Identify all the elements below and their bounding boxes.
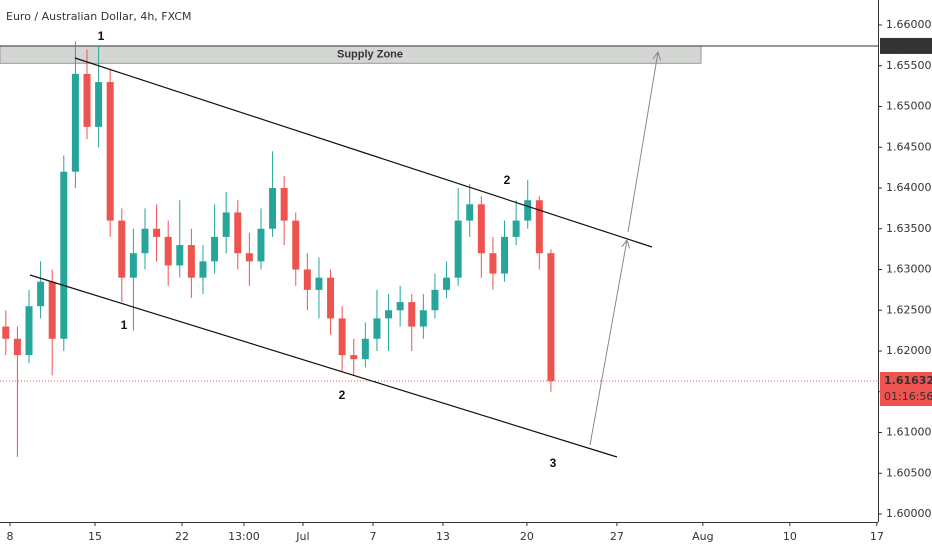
arrow	[589, 240, 627, 446]
candle-body	[2, 326, 10, 339]
candle-body	[419, 310, 427, 327]
candle-body	[106, 82, 114, 221]
annotation: 1	[98, 29, 105, 43]
candle-body	[25, 306, 33, 356]
candle-body	[396, 302, 404, 311]
candle-body	[524, 200, 532, 221]
candle-body	[60, 171, 68, 339]
candle-body	[48, 281, 56, 339]
candle-body	[269, 188, 277, 229]
x-tick-label: 20	[520, 530, 534, 543]
candle-body	[234, 212, 242, 254]
x-tick-label: 13	[436, 530, 450, 543]
x-tick-label: Jul	[295, 530, 309, 543]
x-tick-label: 8	[6, 530, 13, 543]
candle-body	[187, 245, 195, 278]
upper-trendline	[74, 57, 653, 248]
countdown: 01:16:56	[884, 390, 932, 403]
candle-body	[466, 204, 474, 221]
y-tick-label: 1.66000	[886, 18, 932, 31]
y-tick-label: 1.64000	[886, 181, 932, 194]
y-tick-label: 1.65000	[886, 100, 932, 113]
candle-body	[501, 236, 509, 274]
x-tick-label: 10	[783, 530, 797, 543]
candle-body	[315, 277, 323, 290]
x-tick-label: 17	[870, 530, 884, 543]
candle-body	[83, 73, 91, 127]
candle-body	[338, 318, 346, 356]
y-tick-label: 1.65500	[886, 59, 932, 72]
candle-body	[489, 253, 497, 274]
y-tick-label: 1.61000	[886, 426, 932, 439]
candle-body	[373, 318, 381, 339]
annotation: 2	[504, 173, 511, 187]
candle-body	[245, 253, 253, 262]
annotation: 2	[339, 388, 346, 402]
candle-body	[327, 277, 335, 319]
y-tick-label: 1.60500	[886, 466, 932, 479]
annotation: 1	[121, 318, 128, 332]
candle-body	[454, 220, 462, 278]
last-price-box	[880, 371, 932, 406]
candle-body	[153, 228, 161, 237]
y-tick-label: 1.62500	[886, 303, 932, 316]
candle-body	[385, 310, 393, 319]
candle-body	[141, 228, 149, 254]
candle-body	[95, 82, 103, 127]
candle-body	[129, 253, 137, 278]
candle-body	[547, 253, 555, 382]
candle-body	[211, 236, 219, 262]
candle-body	[118, 220, 126, 278]
candle-body	[292, 220, 300, 270]
candle-body	[164, 236, 172, 266]
candle-body	[222, 212, 230, 237]
candle-body	[37, 281, 45, 307]
x-tick-label: 15	[88, 530, 102, 543]
candle-body	[71, 73, 79, 172]
x-tick-label: 7	[370, 530, 377, 543]
y-tick-label: 1.63500	[886, 222, 932, 235]
supply-level-label: 1.65743	[884, 39, 932, 52]
supply-zone-label: Supply Zone	[337, 49, 403, 61]
y-tick-label: 1.63000	[886, 263, 932, 276]
y-tick-label: 1.60000	[886, 507, 932, 520]
candle-body	[176, 245, 184, 266]
candle-body	[408, 302, 416, 327]
candle-body	[199, 261, 207, 278]
chart-title: Euro / Australian Dollar, 4h, FXCM	[6, 10, 192, 23]
arrow	[627, 52, 658, 233]
candle-body	[431, 289, 439, 311]
candle-body	[257, 228, 265, 262]
candle-body	[13, 338, 21, 356]
candle-body	[535, 200, 543, 254]
candle-body	[361, 338, 369, 360]
candle-body	[303, 269, 311, 290]
last-price-label: 1.61632	[884, 374, 932, 387]
candle-body	[350, 355, 358, 360]
candle-body	[477, 204, 485, 254]
x-tick-label: 13:00	[228, 530, 260, 543]
x-tick-label: Aug	[692, 530, 713, 543]
lower-trendline	[29, 274, 618, 458]
x-tick-label: 27	[610, 530, 624, 543]
y-tick-label: 1.62000	[886, 344, 932, 357]
annotation: 3	[550, 456, 557, 470]
supply-level-box	[880, 37, 932, 54]
candle-body	[280, 188, 288, 221]
candle-body	[512, 220, 520, 237]
y-tick-label: 1.64500	[886, 140, 932, 153]
x-tick-label: 22	[175, 530, 189, 543]
candle-body	[443, 277, 451, 290]
